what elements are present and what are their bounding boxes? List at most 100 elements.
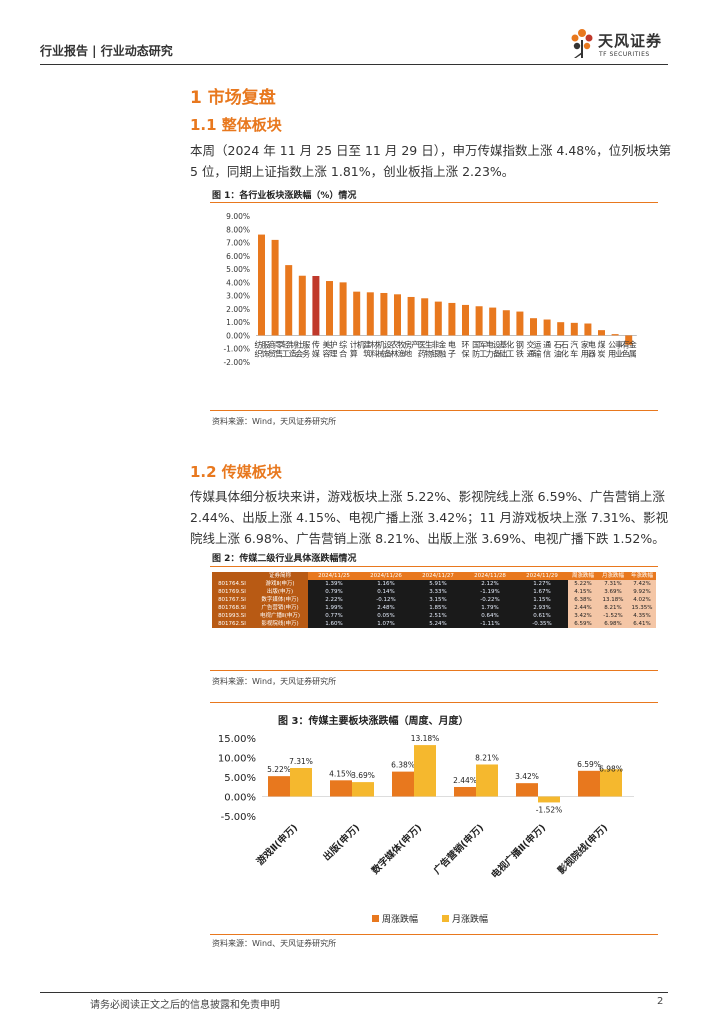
data-label: 6.59% — [577, 760, 601, 769]
section-title-1-1: 1.1 整体板块 — [190, 116, 282, 134]
bar-周涨跌幅-电视广播Ⅱ(申万) — [516, 783, 538, 797]
bar-基础化工 — [502, 310, 510, 336]
figure2-title: 图 2：传媒二级行业具体涨跌幅情况 — [212, 554, 357, 564]
figure1-top-rule — [210, 202, 658, 203]
table-cell: 2.51% — [412, 612, 464, 620]
category-label: 轻工制造 — [282, 339, 297, 358]
table-cell: 2.22% — [308, 596, 360, 604]
bar-煤炭 — [598, 330, 605, 336]
category-label: 环保 — [462, 340, 470, 358]
bar-轻工制造 — [285, 265, 293, 336]
table-row: 801762.SI 影视院线(申万) 1.60% 1.07% 5.24% -1.11% -0… — [212, 620, 656, 628]
table-header-cell: 2024/11/27 — [412, 572, 464, 580]
category-label: 农林牧渔 — [391, 339, 406, 358]
category-label: 国防军工 — [472, 340, 487, 358]
table-header-cell: 2024/11/29 — [516, 572, 568, 580]
paragraph-1-1: 本周（2024 年 11 月 25 日至 11 月 29 日），申万传媒指数上涨… — [190, 143, 672, 179]
table-row: 801993.SI 电视广播Ⅱ(申万) 0.77% 0.05% 2.51% 0.64% 0.… — [212, 612, 656, 620]
figure3-title: 图 3：传媒主要板块涨跌幅（周度、月度） — [278, 716, 469, 727]
section-title-1: 1 市场复盘 — [190, 88, 276, 108]
table-cell: 801767.SI — [212, 596, 252, 604]
table-cell: 3.69% — [598, 588, 628, 596]
category-label: 广告营销(申万) — [431, 822, 486, 877]
y-tick-label: 1.00% — [226, 318, 250, 327]
category-label: 交通运输 — [527, 339, 542, 358]
bar-周涨跌幅-影视院线(申万) — [578, 770, 600, 797]
data-label: 13.18% — [411, 734, 440, 743]
table-cell: -1.19% — [464, 588, 516, 596]
table-row: 801767.SI 数字媒体(申万) 2.22% -0.12% 3.15% -0.22% 1… — [212, 596, 656, 604]
table-cell: 0.05% — [360, 612, 412, 620]
bar-电力设备 — [489, 307, 497, 336]
table-cell: 1.16% — [360, 580, 412, 588]
section-title-1-2: 1.2 传媒板块 — [190, 463, 282, 481]
table-cell: -0.35% — [516, 620, 568, 628]
table-cell: 13.18% — [598, 596, 628, 604]
table-cell: 3.33% — [412, 588, 464, 596]
table-cell: 1.15% — [516, 596, 568, 604]
table-cell: -1.11% — [464, 620, 516, 628]
table-cell: 2.48% — [360, 604, 412, 612]
bar-机械设备 — [380, 292, 388, 336]
bar-周涨跌幅-广告营销(申万) — [454, 786, 476, 797]
sub-industry-table-wrap: 证券简称 2024/11/25 2024/11/26 2024/11/27 2024/1… — [212, 572, 656, 628]
table-cell: 0.79% — [308, 588, 360, 596]
bar-商贸零售 — [271, 239, 279, 336]
category-label: 数字媒体(申万) — [368, 822, 424, 878]
table-cell: 1.79% — [464, 604, 516, 612]
page-number: 2 — [657, 996, 664, 1007]
table-cell: 0.77% — [308, 612, 360, 620]
legend-label: 月涨跌幅 — [452, 913, 488, 925]
table-header-cell: 周涨跌幅 — [568, 572, 598, 580]
table-cell: 6.59% — [568, 620, 598, 628]
table-header-cell: 2024/11/28 — [464, 572, 516, 580]
y-tick-label: 8.00% — [226, 225, 250, 234]
table-cell: 801762.SI — [212, 620, 252, 628]
bar-美容护理 — [326, 281, 333, 336]
category-label: 石油石化 — [554, 340, 569, 358]
table-cell: 广告营销(申万) — [252, 604, 308, 612]
bar-月涨跌幅-出版(申万) — [352, 782, 374, 797]
table-cell: 9.92% — [628, 588, 656, 596]
bar-月涨跌幅-数字媒体(申万) — [414, 745, 436, 797]
table-cell: 6.98% — [598, 620, 628, 628]
table-cell: 0.64% — [464, 612, 516, 620]
category-label: 汽车 — [570, 339, 578, 358]
table-cell: -0.22% — [464, 596, 516, 604]
table-cell: 1.39% — [308, 580, 360, 588]
figure2-source: 资料来源：Wind，天风证券研究所 — [212, 677, 337, 686]
y-tick-label: -2.00% — [223, 358, 250, 367]
category-label: 有色金属 — [622, 339, 637, 358]
bar-农林牧渔 — [394, 294, 401, 336]
category-label: 电视广播Ⅱ(申万) — [489, 822, 548, 881]
header-divider — [40, 64, 668, 65]
table-cell: 801769.SI — [212, 588, 252, 596]
table-cell: 5.22% — [568, 580, 598, 588]
table-cell: 2.12% — [464, 580, 516, 588]
category-label: 机械设备 — [377, 339, 392, 358]
company-logo: 天风证券 TF SECURITIES — [568, 26, 678, 62]
table-cell: 801764.SI — [212, 580, 252, 588]
figure2-top-rule — [210, 566, 658, 567]
table-cell: 数字媒体(申万) — [252, 596, 308, 604]
table-cell: 4.15% — [568, 588, 598, 596]
y-tick-label: 0.00% — [224, 793, 256, 804]
bar-纺织服饰 — [258, 234, 265, 336]
category-label: 计算机 — [350, 339, 365, 358]
table-cell: 游戏Ⅱ(申万) — [252, 580, 308, 588]
bar-综合 — [339, 282, 347, 336]
y-tick-label: 10.00% — [218, 754, 256, 765]
table-cell: 801993.SI — [212, 612, 252, 620]
y-tick-label: 5.00% — [224, 773, 256, 784]
table-cell: 2.93% — [516, 604, 568, 612]
bar-周涨跌幅-出版(申万) — [330, 780, 352, 797]
sub-industry-table: 证券简称 2024/11/25 2024/11/26 2024/11/27 2024/1… — [212, 572, 656, 628]
table-cell: 4.02% — [628, 596, 656, 604]
category-label: 医药生物 — [418, 339, 433, 358]
bar-医药生物 — [421, 298, 429, 336]
table-header-cell: 证券简称 — [252, 572, 308, 580]
figure3-source: 资料来源：Wind、天风证券研究所 — [212, 939, 337, 948]
bar-石油石化 — [557, 322, 565, 336]
y-tick-label: 4.00% — [226, 278, 250, 287]
table-cell: 6.41% — [628, 620, 656, 628]
